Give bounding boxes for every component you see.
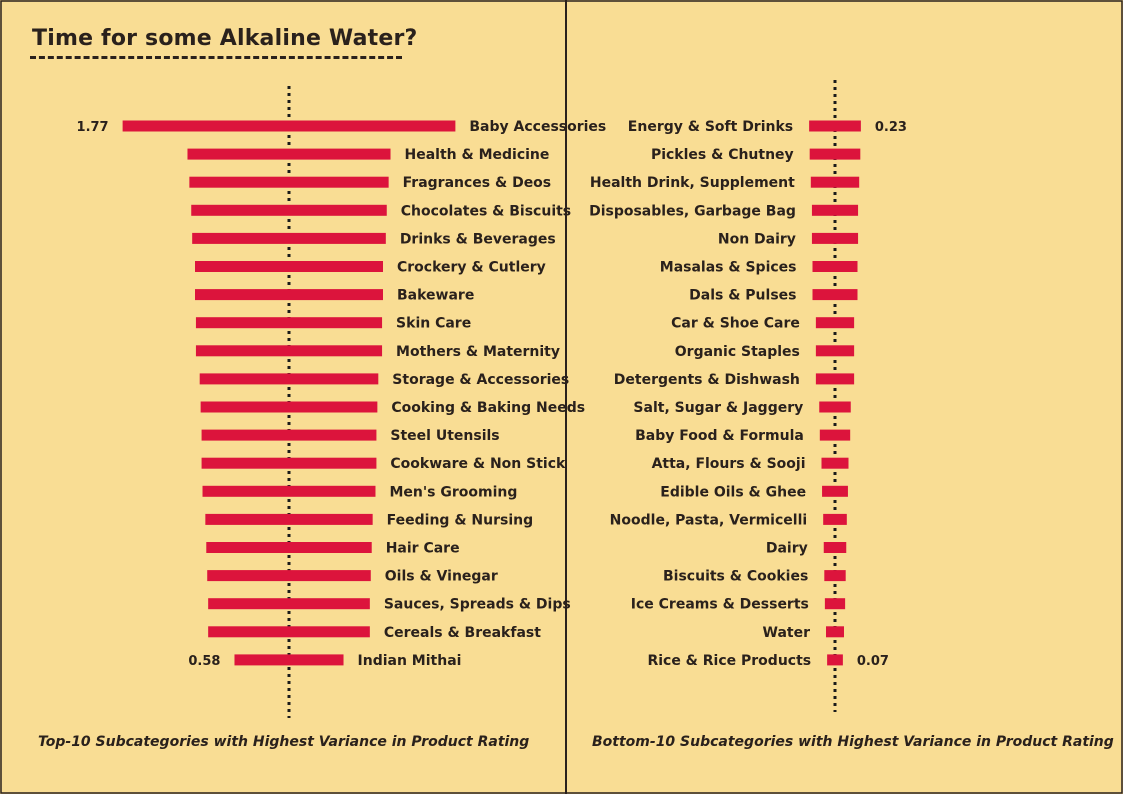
top-chart-category-label: Men's Grooming [389,484,517,500]
bottom-chart-category-label: Edible Oils & Ghee [660,484,806,500]
bottom-chart-bar [819,429,851,441]
top-chart-category-label: Chocolates & Biscuits [401,203,571,219]
bottom-variance-chart: Energy & Soft Drinks 0.23 Pickles & Chutne… [589,80,907,712]
bottom-chart-bar [809,148,861,160]
top-chart-bar [207,570,371,582]
bottom-chart-bar [821,457,849,469]
top-chart-bar [195,289,383,301]
top-chart-category-label: Fragrances & Deos [403,175,552,191]
bottom-chart-bar [811,204,859,216]
title-underline [30,56,402,59]
top-chart-category-label: Health & Medicine [405,147,550,163]
top-chart-value-label: 0.58 [188,654,220,669]
bottom-chart-category-label: Dals & Pulses [689,288,796,304]
top-chart-bar [189,176,389,188]
bottom-chart-category-label: Pickles & Chutney [651,147,794,163]
bottom-chart-bar [812,261,858,272]
top-chart-category-label: Skin Care [396,316,471,332]
top-chart-category-label: Cooking & Baking Needs [391,400,585,416]
top-chart-category-label: Cereals & Breakfast [384,625,541,641]
bottom-chart-bar [824,598,846,610]
top-chart-bar [201,457,377,469]
bottom-chart-bar [826,626,844,638]
bottom-chart-bar [819,401,851,413]
top-chart-category-label: Drinks & Beverages [400,231,556,247]
bottom-chart-bar [827,654,843,666]
bottom-chart-category-label: Baby Food & Formula [635,428,804,444]
top-chart-bar [206,542,372,553]
bottom-chart-bar [809,120,861,132]
bottom-chart-value-label: 0.07 [857,654,889,669]
top-chart-bar [200,401,378,413]
top-chart-bar [192,232,386,244]
bottom-chart-value-label: 0.23 [875,120,907,135]
top-chart-bar [205,513,373,525]
top-chart-bar [187,148,391,160]
bottom-chart-category-label: Disposables, Garbage Bag [589,203,796,219]
bottom-chart-bar [823,542,847,553]
bottom-chart-category-label: Dairy [766,541,808,557]
bottom-chart-bar [815,345,855,357]
bottom-chart-bar [812,289,858,301]
bottom-chart-category-label: Atta, Flours & Sooji [652,456,806,472]
top-variance-chart: Baby Accessories 1.77 Health & Medicine Fra… [77,86,606,718]
bottom-chart-category-label: Noodle, Pasta, Vermicelli [610,512,808,528]
page-title: Time for some Alkaline Water? [32,26,418,51]
top-chart-bar [199,373,379,385]
top-chart-bar [191,204,387,216]
top-chart-bar [122,120,456,132]
top-chart-category-label: Hair Care [386,541,460,557]
bottom-chart-category-label: Biscuits & Cookies [663,569,808,585]
top-chart-value-label: 1.77 [77,120,109,135]
top-chart-bar [195,345,383,357]
bottom-chart-bar [810,176,860,188]
top-chart-category-label: Storage & Accessories [392,372,569,388]
bottom-chart-category-label: Health Drink, Supplement [590,175,795,191]
top-chart-bar [201,429,377,441]
bottom-chart-category-label: Non Dairy [718,231,796,247]
bottom-chart-category-label: Masalas & Spices [660,260,797,276]
bottom-chart-bar [824,570,846,582]
bottom-chart-bar [823,513,847,525]
bottom-chart-category-label: Detergents & Dishwash [614,372,800,388]
bottom-chart-bar [811,232,859,244]
top-chart-category-label: Mothers & Maternity [396,344,560,360]
top-chart-caption: Top-10 Subcategories with Highest Varian… [38,734,530,750]
bottom-chart-category-label: Energy & Soft Drinks [628,119,793,135]
top-chart-bar [234,654,344,666]
top-chart-category-label: Feeding & Nursing [387,512,533,528]
top-chart-category-label: Oils & Vinegar [385,569,498,585]
top-chart-bar [208,598,370,610]
top-chart-category-label: Bakeware [397,288,474,304]
top-chart-category-label: Baby Accessories [469,119,606,135]
top-chart-category-label: Crockery & Cutlery [397,260,546,276]
bottom-chart-bar [822,485,848,497]
bottom-chart-category-label: Car & Shoe Care [671,316,800,332]
top-chart-bar [195,261,383,272]
bottom-chart-category-label: Salt, Sugar & Jaggery [633,400,803,416]
top-chart-category-label: Indian Mithai [358,653,462,669]
bottom-chart-category-label: Rice & Rice Products [647,653,811,669]
bottom-chart-category-label: Organic Staples [675,344,800,360]
bottom-chart-category-label: Ice Creams & Desserts [631,597,809,613]
top-chart-bar [195,317,383,329]
top-chart-category-label: Cookware & Non Stick [390,456,566,472]
bottom-chart-bar [815,317,855,329]
bottom-chart-bar [815,373,855,385]
top-chart-category-label: Steel Utensils [390,428,499,444]
top-chart-bar [202,485,376,497]
top-chart-category-label: Sauces, Spreads & Dips [384,597,571,613]
bottom-chart-caption: Bottom-10 Subcategories with Highest Var… [592,734,1114,750]
bottom-chart-category-label: Water [763,625,811,641]
top-chart-bar [208,626,370,638]
